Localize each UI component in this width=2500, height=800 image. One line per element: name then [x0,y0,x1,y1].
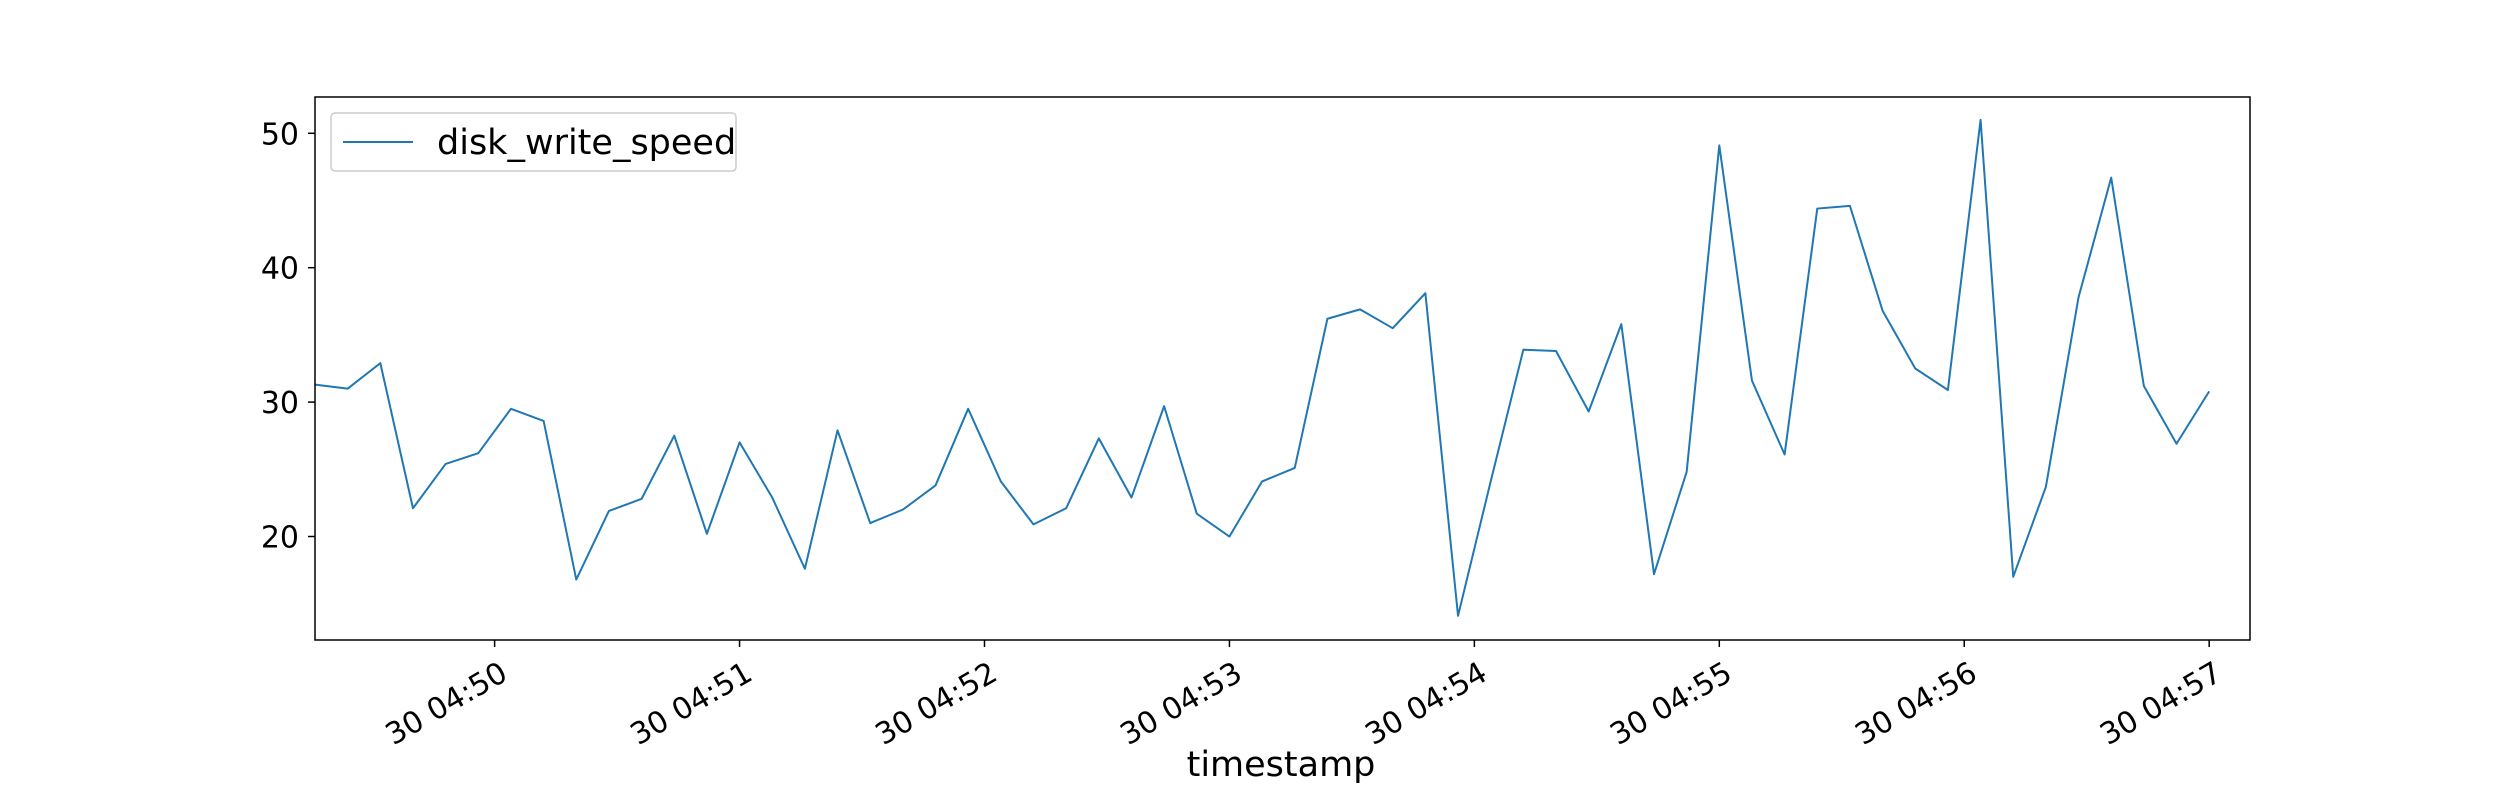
y-tick-label: 40 [261,252,299,287]
y-axis: 20 30 40 50 [261,117,315,556]
x-axis-title: timestamp [1187,745,1376,785]
plot-area [314,96,2251,641]
y-tick-label: 50 [261,117,299,152]
plot-frame [314,96,2251,641]
y-tick-label: 30 [261,386,299,421]
legend-label: disk_write_speed [437,123,736,163]
legend: disk_write_speed [330,112,737,172]
y-tick-label: 20 [261,521,299,556]
legend-box [330,112,737,172]
series-line-disk-write-speed [314,118,2211,617]
